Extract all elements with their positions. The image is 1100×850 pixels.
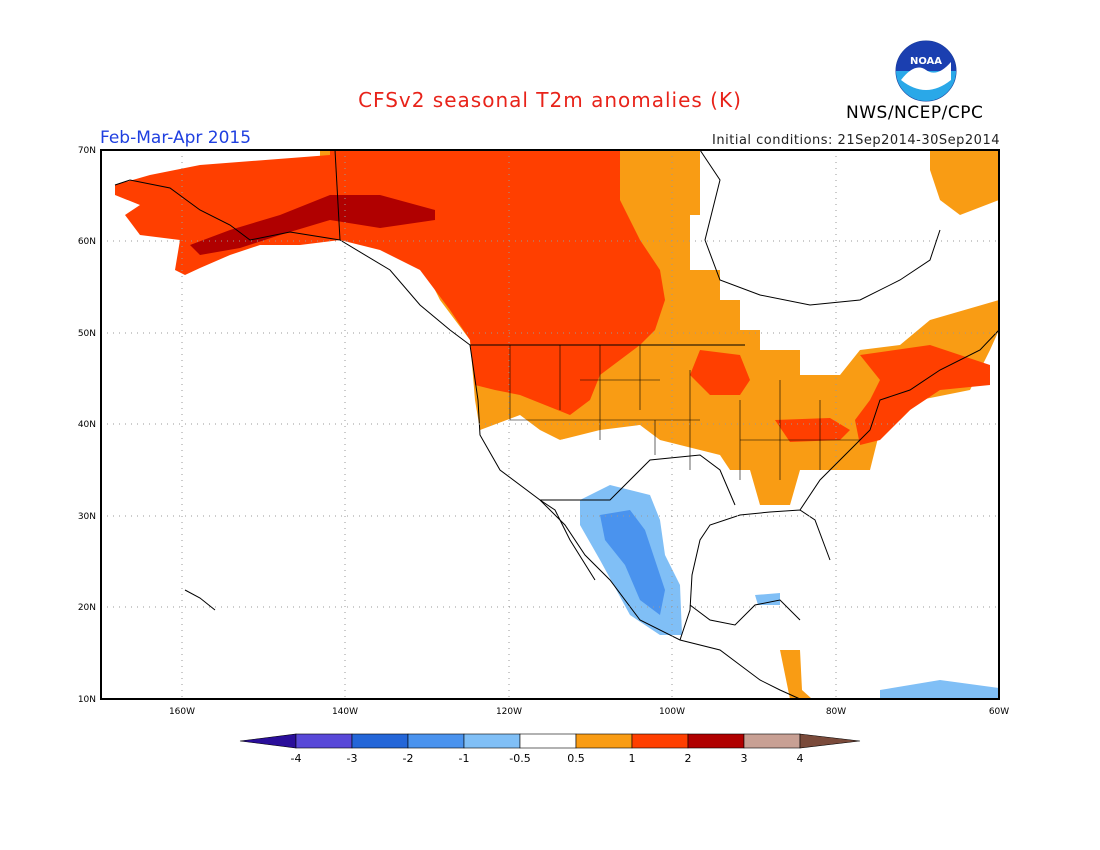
coastlines (114, 149, 1000, 700)
colorbar-swatch (519, 733, 577, 749)
colorbar-swatch (463, 733, 521, 749)
colorbar-swatch (407, 733, 465, 749)
anomaly-gap-greatbasin (520, 425, 660, 455)
lat-label: 30N (78, 512, 96, 522)
map-fill-layer (115, 150, 999, 699)
colorbar-tick: -2 (403, 752, 414, 765)
lon-label: 120W (496, 707, 522, 717)
anomaly-region-red-east (855, 345, 990, 445)
lat-label: 50N (78, 329, 96, 339)
anomaly-region-lightblue-sa (880, 680, 999, 699)
colorbar-arrow-right (799, 733, 861, 749)
colorbar-tick: 0.5 (567, 752, 585, 765)
colorbar-swatch (743, 733, 801, 749)
colorbar-swatch (295, 733, 353, 749)
anomaly-region-red-plains (690, 350, 750, 395)
colorbar-tick: 1 (629, 752, 636, 765)
forecast-period: Feb-Mar-Apr 2015 (100, 128, 252, 148)
anomaly-region-blue (600, 510, 665, 615)
colorbar-swatch (631, 733, 689, 749)
lat-label: 20N (78, 603, 96, 613)
lat-axis: 70N 60N 50N 40N 30N 20N 10N (78, 146, 96, 705)
anomaly-region-orange-cam (780, 650, 812, 699)
state-borders (509, 345, 860, 480)
colorbar-tick: 4 (797, 752, 804, 765)
colorbar-tick: -4 (291, 752, 302, 765)
colorbar-swatch (351, 733, 409, 749)
anomaly-region-red-north (115, 150, 665, 415)
colorbar-tick: 2 (685, 752, 692, 765)
colorbar-arrow-left (239, 733, 297, 749)
agency-label: NWS/NCEP/CPC (846, 103, 984, 123)
lat-label: 10N (78, 695, 96, 705)
chart-title: CFSv2 seasonal T2m anomalies (K) (358, 88, 742, 112)
anomaly-region-orange-ne (930, 150, 999, 215)
colorbar-tick: 3 (741, 752, 748, 765)
lon-label: 60W (989, 707, 1009, 717)
lat-label: 40N (78, 420, 96, 430)
map-frame (100, 149, 1000, 700)
colorbar-swatch (687, 733, 745, 749)
anomaly-region-red-ohio (775, 418, 850, 442)
colorbar-tick: -1 (459, 752, 470, 765)
noaa-logo-icon: NOAA (895, 40, 957, 102)
lon-label: 80W (826, 707, 846, 717)
lon-label: 160W (169, 707, 195, 717)
logo-text: NOAA (910, 56, 942, 67)
lat-label: 60N (78, 237, 96, 247)
initial-conditions: Initial conditions: 21Sep2014-30Sep2014 (712, 133, 1000, 148)
lat-label: 70N (78, 146, 96, 156)
lon-label: 140W (332, 707, 358, 717)
lon-label: 100W (659, 707, 685, 717)
colorbar-swatch (575, 733, 633, 749)
colorbar-tick: -3 (347, 752, 358, 765)
anomaly-region-lightblue-carib (755, 593, 780, 605)
colorbar-tick: -0.5 (509, 752, 530, 765)
colorbar: -4 -3 -2 -1 -0.5 0.5 1 2 3 4 (239, 733, 861, 765)
lon-axis: 160W 140W 120W 100W 80W 60W (169, 707, 1009, 717)
